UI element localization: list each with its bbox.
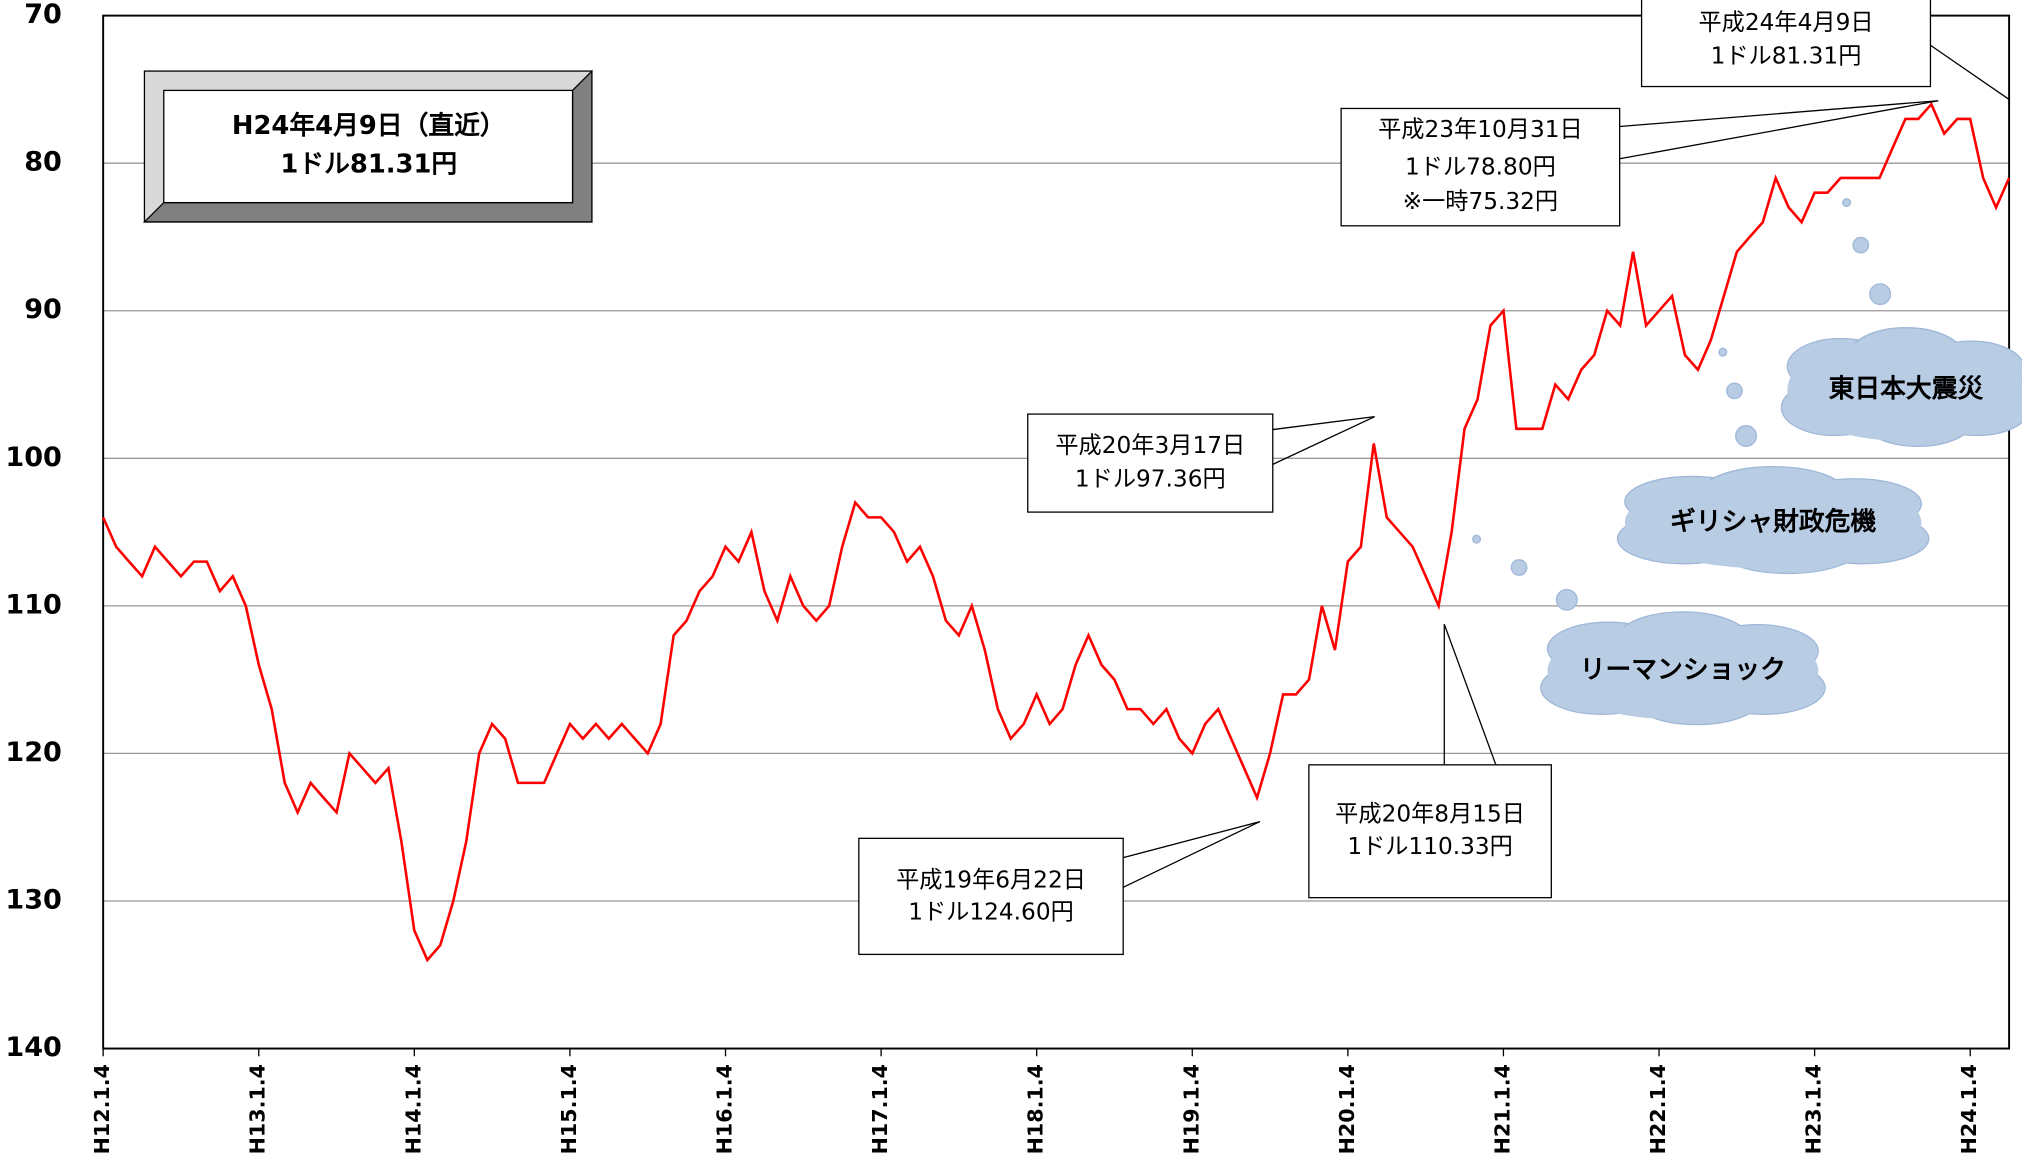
x-tick-label: H17.1.4	[868, 1064, 892, 1154]
cloud-bubble	[1869, 283, 1892, 306]
x-tick-label: H16.1.4	[713, 1064, 737, 1154]
cloud-text: 東日本大震災	[1829, 374, 1984, 404]
data-line	[101, 101, 2011, 963]
y-tick-label: 70	[24, 0, 62, 30]
annotation-box	[1027, 413, 1274, 513]
x-tick-label: H19.1.4	[1179, 1064, 1203, 1154]
x-tick-label: H23.1.4	[1802, 1064, 1826, 1154]
x-tick-label: H22.1.4	[1646, 1064, 1670, 1154]
annotation-text: 平成23年10月31日	[1378, 116, 1583, 143]
cloud-bubble	[1510, 559, 1528, 576]
annotation-text: ※一時75.32円	[1403, 188, 1558, 215]
annotation-text: 平成20年8月15日	[1335, 801, 1525, 828]
cloud-bubble	[1472, 534, 1482, 544]
annotation-box	[1640, 0, 1932, 88]
y-tick-label: 90	[24, 294, 62, 325]
leader-line	[1619, 100, 1939, 160]
y-tick-label: 130	[5, 884, 62, 915]
leader-line	[1619, 100, 1939, 128]
y-tick-label: 110	[5, 589, 62, 620]
annotation-text: 1ドル81.31円	[1711, 42, 1862, 69]
annotation-box	[858, 837, 1124, 956]
x-tick-label: H21.1.4	[1490, 1064, 1514, 1154]
cloud-body	[1547, 621, 1819, 720]
annotation-text: 1ドル97.36円	[1075, 465, 1226, 492]
y-tick-label: 100	[5, 442, 62, 473]
y-tick-label: 80	[24, 147, 62, 178]
cloud-text: ギリシャ財政危機	[1670, 506, 1876, 537]
leader-line	[1123, 820, 1261, 859]
annotation-text: 1ドル81.31円	[280, 150, 457, 180]
y-tick-label: 140	[5, 1032, 62, 1063]
x-tick-label: H24.1.4	[1957, 1064, 1981, 1154]
x-tick-label: H15.1.4	[557, 1064, 581, 1154]
cloud-text: リーマンショック	[1580, 655, 1786, 685]
annotation-text: 1ドル78.80円	[1405, 153, 1556, 180]
x-tick-label: H13.1.4	[246, 1064, 270, 1154]
annotation-text: 平成20年3月17日	[1055, 432, 1245, 459]
leader-line	[1930, 44, 2010, 100]
bevel-face	[163, 89, 574, 204]
cloud-body	[1624, 475, 1922, 569]
annotation-text: 1ドル124.60円	[908, 899, 1074, 926]
leader-line	[1122, 820, 1261, 888]
y-tick-label: 120	[5, 737, 62, 768]
cloud-bubble	[1735, 425, 1757, 447]
annotation-text: H24年4月9日（直近）	[232, 110, 506, 141]
annotation-text: 1ドル110.33円	[1347, 833, 1513, 860]
cloud-bubble	[1718, 347, 1728, 357]
x-tick-label: H18.1.4	[1024, 1064, 1048, 1154]
leader-line	[1443, 624, 1497, 766]
annotation-text: 平成24年4月9日	[1698, 9, 1873, 36]
x-tick-label: H20.1.4	[1335, 1064, 1359, 1154]
cloud-bubble	[1842, 198, 1852, 208]
annotation-box	[1340, 107, 1621, 227]
cloud-body	[1787, 338, 2022, 442]
annotation-text: 平成19年6月22日	[896, 866, 1086, 893]
cloud-bubble	[1555, 588, 1578, 611]
leader-line	[1272, 416, 1375, 465]
x-tick-label: H12.1.4	[90, 1064, 114, 1154]
annotation-box	[1308, 764, 1552, 899]
cloud-bubble	[1726, 382, 1743, 400]
x-tick-label: H14.1.4	[401, 1064, 425, 1154]
leader-line	[1272, 416, 1375, 431]
plot-frame	[102, 14, 2011, 1050]
cloud-bubble	[1852, 236, 1870, 254]
